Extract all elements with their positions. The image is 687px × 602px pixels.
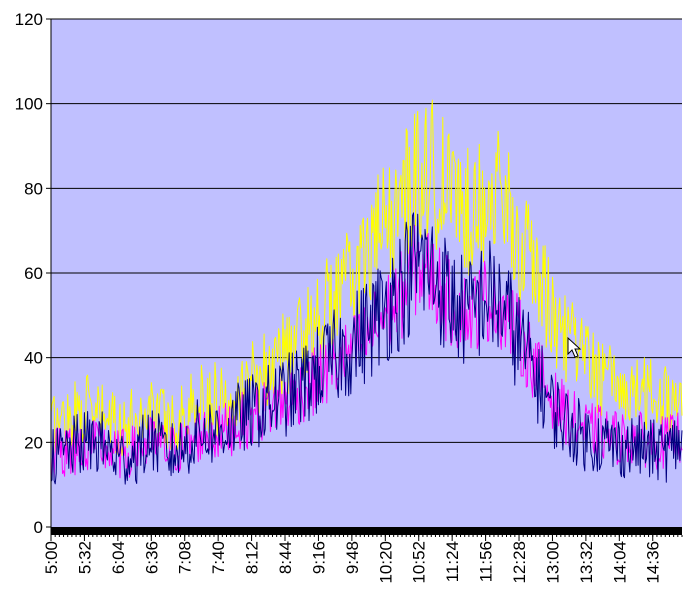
x-tick-label: 13:00 [543,541,562,584]
x-tick-label: 5:32 [75,541,94,574]
x-tick-label: 7:40 [209,541,228,574]
x-tick-label: 10:52 [410,541,429,584]
series-line [50,224,683,479]
y-tick-label: 100 [15,95,43,114]
x-tick-label: 11:56 [477,541,496,582]
y-tick-label: 40 [24,349,43,368]
series-layer [50,99,683,485]
x-tick-label: 8:12 [243,541,262,574]
x-tick-label: 12:28 [510,541,529,584]
x-tick-label: 10:20 [376,541,395,584]
y-tick-label: 80 [24,179,43,198]
x-tick-label: 14:36 [644,541,663,584]
x-tick-label: 9:16 [309,541,328,574]
x-axis-band [51,527,682,535]
x-tick-label: 7:08 [176,541,195,574]
x-tick-label: 5:00 [42,541,61,574]
x-tick-label: 8:44 [276,541,295,574]
x-tick-label: 6:36 [142,541,161,574]
x-tick-label: 13:32 [577,541,596,584]
y-tick-label: 20 [24,433,43,452]
x-tick-label: 11:24 [443,541,462,582]
x-tick-label: 14:04 [610,541,629,584]
y-tick-label: 60 [24,264,43,283]
x-tick-label: 9:48 [343,541,362,574]
y-axis: 0 20 40 60 80 100 120 [15,10,52,537]
series-line [50,99,683,456]
x-axis: 5:00 5:32 6:04 6:36 7:08 7:40 8:12 8:44 9:16 9:48… [42,527,683,584]
y-tick-label: 0 [34,518,43,537]
mouse-cursor-icon [567,337,582,358]
y-tick-label: 120 [15,10,43,29]
x-tick-label: 6:04 [109,541,128,574]
series-line [50,212,683,485]
